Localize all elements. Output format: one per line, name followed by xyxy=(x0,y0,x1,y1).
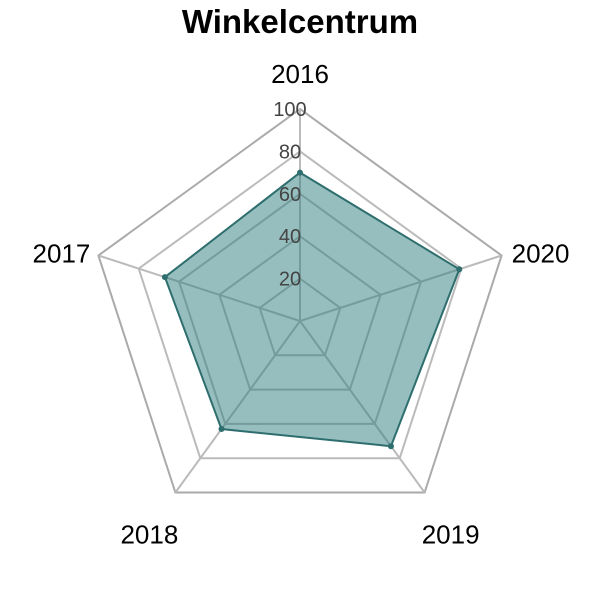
data-point-2018 xyxy=(218,426,225,433)
category-label-2019: 2019 xyxy=(422,519,480,549)
tick-label-20: 20 xyxy=(279,269,301,291)
tick-label-60: 60 xyxy=(279,184,301,206)
category-label-2016: 2016 xyxy=(271,59,329,89)
tick-layer: 20 40 60 80 100 xyxy=(273,99,306,291)
category-label-2018: 2018 xyxy=(120,519,178,549)
tick-label-40: 40 xyxy=(279,226,301,248)
series-area-0 xyxy=(163,171,461,448)
category-label-2020: 2020 xyxy=(512,238,570,268)
data-point-2019 xyxy=(387,443,394,450)
label-layer: 2016 2017 2018 2019 2020 xyxy=(33,59,570,550)
data-point-2017 xyxy=(161,274,168,281)
grid-ring-100 xyxy=(97,107,503,494)
tick-label-80: 80 xyxy=(279,141,301,163)
data-point-2020 xyxy=(456,266,463,273)
tick-label-100: 100 xyxy=(273,99,306,121)
series-layer xyxy=(161,169,463,450)
grid-ring-80 xyxy=(137,150,463,460)
category-label-2017: 2017 xyxy=(33,238,91,268)
chart-title: Winkelcentrum xyxy=(181,3,419,40)
data-point-2016 xyxy=(297,169,303,176)
